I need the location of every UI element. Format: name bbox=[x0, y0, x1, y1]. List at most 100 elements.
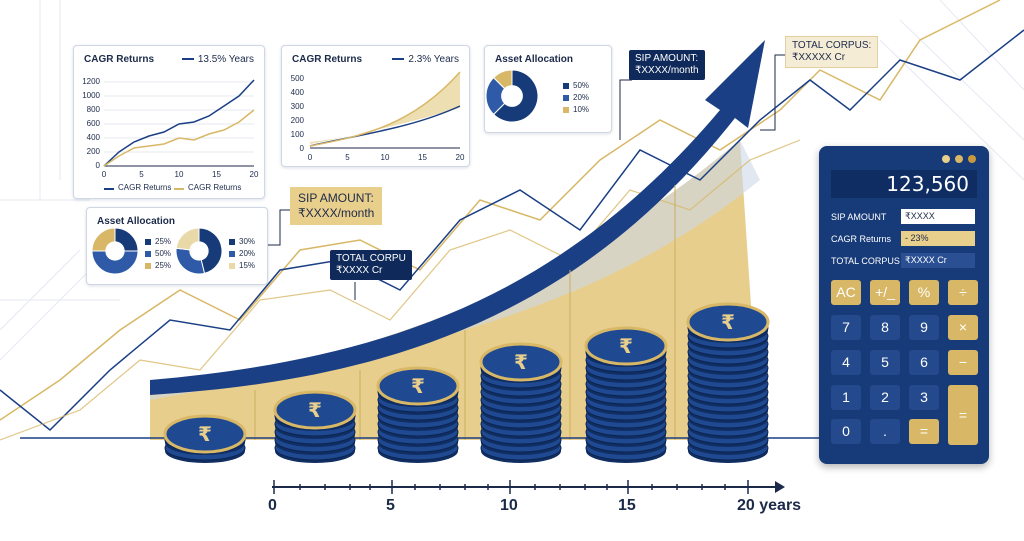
asset-donuts-2 bbox=[91, 227, 223, 275]
total-value: ₹XXXX Cr bbox=[336, 265, 383, 276]
x-tick-label: 20 bbox=[456, 153, 465, 162]
digit-4-key[interactable]: 4 bbox=[831, 350, 861, 375]
sip-amount-callout-top: SIP AMOUNT: ₹XXXX/month bbox=[629, 50, 705, 80]
rupee-icon: ₹ bbox=[514, 350, 528, 374]
coin-top bbox=[584, 326, 668, 366]
digit-0-key[interactable]: 0 bbox=[831, 419, 861, 444]
x-tick-label: 10 bbox=[381, 153, 390, 162]
cagr-line-chart-2: 500 400 300 200 100 00 5 10 15 20 bbox=[291, 71, 465, 162]
legend-item: 15% bbox=[229, 261, 255, 270]
legend-value: 50% bbox=[573, 81, 590, 90]
legend-item: 20% bbox=[563, 93, 589, 102]
legend-swatch bbox=[229, 250, 235, 257]
indicator-dot bbox=[955, 155, 963, 163]
sip-label: SIP AMOUNT: bbox=[635, 53, 699, 64]
y-tick-label: 0 bbox=[300, 144, 305, 153]
y-tick-label: 1000 bbox=[82, 91, 100, 100]
total-corpus-callout-top: TOTAL CORPUS: ₹XXXXX Cr bbox=[785, 36, 879, 68]
digit-2-key[interactable]: 2 bbox=[870, 385, 900, 410]
axis-tick-10: 10 bbox=[500, 497, 518, 514]
coin-top bbox=[686, 302, 770, 342]
legend-item: 10% bbox=[563, 105, 589, 114]
total-corpus-field[interactable]: ₹XXXX Cr bbox=[901, 253, 975, 268]
legend-swatch bbox=[563, 82, 569, 89]
coin-stack: ₹ bbox=[584, 326, 668, 463]
y-tick-label: 0 bbox=[96, 161, 101, 170]
calculator-display: 123,560 bbox=[831, 170, 977, 198]
minus-key[interactable]: − bbox=[948, 350, 978, 375]
card-title: CAGR Returns bbox=[84, 54, 155, 65]
total-corpus-label: TOTAL CORPUS bbox=[831, 256, 900, 266]
x-tick-label: 0 bbox=[102, 170, 107, 179]
rupee-icon: ₹ bbox=[721, 310, 735, 334]
coin-stack: ₹ bbox=[273, 390, 357, 463]
coin-stack: ₹ bbox=[163, 414, 247, 463]
sip-value: ₹XXXX/month bbox=[635, 65, 699, 76]
legend-swatch bbox=[145, 250, 151, 257]
cagr-chart-card-2: CAGR Returns 2.3% Years 500 400 300 200 100 0… bbox=[281, 45, 470, 167]
axis-tick-15: 15 bbox=[618, 497, 636, 514]
total-label: TOTAL CORPUS: bbox=[792, 40, 872, 51]
cagr-line-chart-1: 1200 1000 800 600 400 200 00 5 10 15 20 bbox=[82, 77, 259, 190]
x-tick-label: 15 bbox=[212, 170, 221, 179]
trend-line-navy bbox=[0, 29, 1024, 432]
decimal-key[interactable]: . bbox=[870, 419, 900, 444]
card-legend: 13.5% Years bbox=[182, 54, 254, 65]
digit-8-key[interactable]: 8 bbox=[870, 315, 900, 340]
cagr-chart-card-1: CAGR Returns 13.5% Years 1200 1000 800 600 4… bbox=[73, 45, 265, 199]
divide-key[interactable]: ÷ bbox=[948, 280, 978, 305]
legend-value: 20% bbox=[239, 249, 256, 258]
digit-3-key[interactable]: 3 bbox=[909, 385, 939, 410]
legend-value: 10% bbox=[573, 105, 590, 114]
sip-amount-label: SIP AMOUNT bbox=[831, 212, 887, 222]
rupee-icon: ₹ bbox=[308, 398, 322, 422]
growth-arrow bbox=[150, 40, 765, 395]
x-tick-label: 20 bbox=[250, 170, 259, 179]
legend-value: 25% bbox=[155, 237, 172, 246]
plus-minus-key[interactable]: +/_ bbox=[870, 280, 900, 305]
legend-item: 25% bbox=[145, 237, 171, 246]
coin-stack: ₹ bbox=[686, 302, 770, 463]
legend-swatch bbox=[145, 238, 151, 245]
y-tick-label: 1200 bbox=[82, 77, 100, 86]
asset-allocation-card-1: Asset Allocation 50% 20% 10% bbox=[484, 45, 612, 133]
sip-label: SIP AMOUNT: bbox=[298, 191, 374, 205]
equals-key[interactable]: = bbox=[909, 419, 939, 444]
legend-item: 25% bbox=[145, 261, 171, 270]
legend-swatch bbox=[563, 94, 569, 101]
legend-swatch bbox=[145, 262, 151, 269]
cagr-returns-field[interactable]: - 23% bbox=[901, 231, 975, 246]
digit-9-key[interactable]: 9 bbox=[909, 315, 939, 340]
all-clear-key[interactable]: AC bbox=[831, 280, 861, 305]
donut-slice bbox=[91, 250, 139, 275]
rupee-icon: ₹ bbox=[198, 422, 212, 446]
card-title: CAGR Returns bbox=[292, 54, 363, 65]
percent-key[interactable]: % bbox=[909, 280, 939, 305]
coin-top bbox=[376, 366, 460, 406]
y-tick-label: 500 bbox=[291, 74, 305, 83]
rupee-icon: ₹ bbox=[619, 334, 633, 358]
card-title: Asset Allocation bbox=[97, 216, 175, 227]
digit-7-key[interactable]: 7 bbox=[831, 315, 861, 340]
sip-value: ₹XXXX/month bbox=[298, 206, 375, 220]
trend-line-gold bbox=[0, 0, 1001, 421]
sip-amount-field[interactable]: ₹XXXX bbox=[901, 209, 975, 224]
digit-1-key[interactable]: 1 bbox=[831, 385, 861, 410]
total-value: ₹XXXXX Cr bbox=[792, 52, 846, 63]
multiply-key[interactable]: × bbox=[948, 315, 978, 340]
digit-6-key[interactable]: 6 bbox=[909, 350, 939, 375]
y-tick-label: 200 bbox=[291, 116, 305, 125]
total-corpus-callout-mid: TOTAL CORPU ₹XXXX Cr bbox=[330, 250, 412, 280]
y-tick-label: 400 bbox=[87, 133, 101, 142]
coin-top bbox=[163, 414, 247, 454]
x-tick-label: 5 bbox=[345, 153, 350, 162]
legend-item: 20% bbox=[229, 249, 255, 258]
digit-5-key[interactable]: 5 bbox=[870, 350, 900, 375]
x-tick-label: 5 bbox=[139, 170, 144, 179]
asset-donut-1 bbox=[485, 69, 539, 123]
x-tick-label: 0 bbox=[308, 153, 313, 162]
donut-slice bbox=[485, 76, 513, 116]
legend-value: 20% bbox=[573, 93, 590, 102]
equals-key[interactable]: = bbox=[948, 385, 978, 445]
